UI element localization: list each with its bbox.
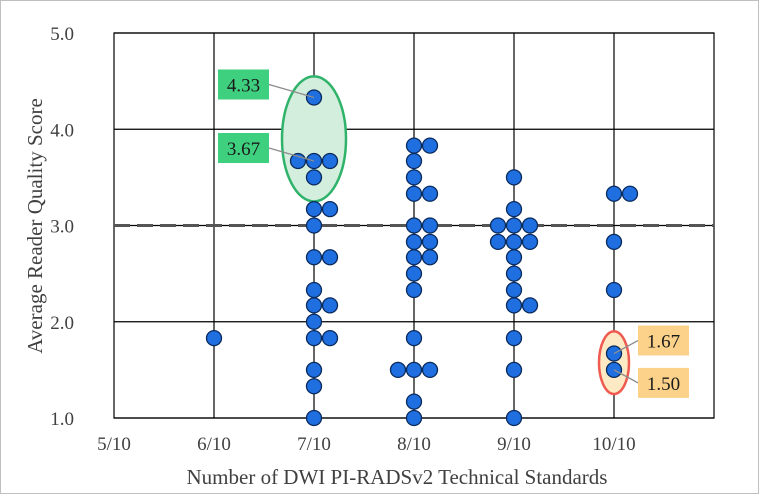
data-point [521,297,539,314]
data-point [605,233,623,251]
data-point [505,249,523,266]
data-point [421,217,439,234]
data-point [405,281,423,299]
x-axis-title: Number of DWI PI-RADSv2 Technical Standa… [187,465,608,489]
data-point [421,361,439,379]
x-tick-label: 6/10 [197,434,231,455]
data-point [389,361,407,379]
y-tick-label: 2.0 [50,313,74,334]
value-callouts: 4.33 3.67 1.67 1.50 [218,69,689,398]
data-point [305,313,323,330]
data-point [305,217,323,234]
data-point [305,409,323,427]
data-point [505,265,523,282]
x-tick-label: 5/10 [97,434,131,455]
data-point [505,200,523,218]
callout-box [218,133,269,164]
callout-leader [613,369,639,384]
y-tick-labels: 1.0 2.0 3.0 4.0 5.0 [50,24,74,430]
data-point [505,217,523,234]
data-point [305,329,323,347]
data-point [305,378,323,395]
data-point [405,169,423,186]
callout-label: 1.50 [647,374,680,395]
data-point [321,249,339,266]
data-point [405,409,423,427]
callout-leader [613,339,639,355]
data-point [405,217,423,234]
data-point [321,200,339,218]
data-point [405,137,423,154]
data-point [421,233,439,251]
data-point [505,329,523,347]
x-tick-labels: 5/10 6/10 7/10 8/10 9/10 10/10 [97,434,636,455]
data-point [621,185,639,202]
callout-leader [268,147,315,162]
data-point [321,152,339,170]
data-point [305,200,323,218]
callout-box [218,69,269,100]
data-point [305,169,323,186]
data-point [421,137,439,154]
data-point [405,265,423,282]
x-tick-label: 10/10 [592,434,635,455]
y-axis-title: Average Reader Quality Score [23,98,47,354]
data-point [305,249,323,266]
data-point [489,233,507,251]
data-point [505,361,523,379]
y-tick-label: 1.0 [50,409,74,430]
data-point [489,217,507,234]
data-point [321,297,339,314]
data-point [505,169,523,186]
data-point [405,233,423,251]
data-point [605,185,623,202]
data-point [505,233,523,251]
highlight-ellipses [280,75,631,396]
callout-label: 1.67 [647,332,680,353]
data-point [405,249,423,266]
callout-box [638,325,689,356]
data-point [505,409,523,427]
data-point [505,281,523,299]
data-point [405,361,423,379]
x-tick-label: 9/10 [497,434,531,455]
data-point [521,233,539,251]
y-tick-label: 3.0 [50,217,74,238]
data-point [305,281,323,299]
data-point [421,185,439,202]
callout-label: 4.33 [227,75,260,96]
callout-leader [268,83,315,99]
x-tick-label: 7/10 [297,434,331,455]
y-tick-label: 4.0 [50,120,74,141]
data-point [405,185,423,202]
data-point [405,152,423,170]
callout-label: 3.67 [227,139,260,160]
data-point [305,297,323,314]
x-tick-label: 8/10 [397,434,431,455]
data-point [405,329,423,347]
y-tick-label: 5.0 [50,24,74,45]
data-point [505,297,523,314]
data-points [205,89,639,427]
data-point [205,329,223,347]
data-point [605,281,623,299]
data-point [421,249,439,266]
data-point [405,393,423,410]
data-point [305,361,323,379]
data-point [321,329,339,347]
data-point [521,217,539,234]
callout-box [638,367,689,398]
